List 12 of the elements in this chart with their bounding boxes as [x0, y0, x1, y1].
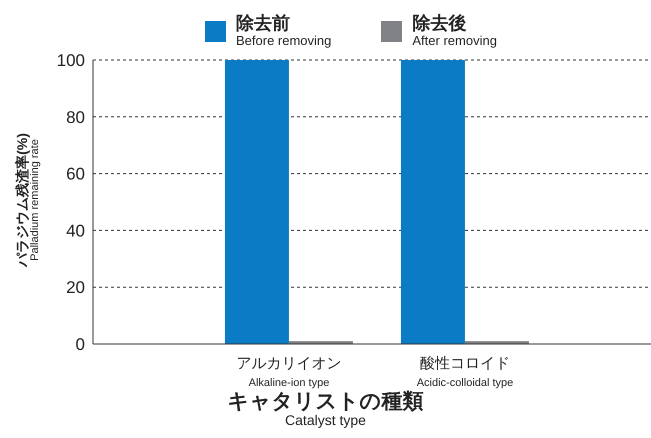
y-tick-label: 60 [66, 164, 85, 184]
legend-label: 除去前 Before removing [236, 13, 332, 48]
y-tick-label: 100 [56, 51, 85, 70]
x-tick-label: 酸性コロイド Acidic-colloidal type [416, 355, 514, 389]
y-tick-label: 80 [66, 108, 85, 127]
x-axis-title: キャタリストの種類 Catalyst type [226, 390, 424, 428]
legend-label: 除去後 After removing [412, 13, 497, 48]
x-tick-label: アルカリイオン Alkaline-ion type [236, 355, 342, 389]
y-tick-label: 0 [76, 335, 85, 354]
y-axis-title: パラジウム残渣率(%) Palladium remaining rate [14, 133, 42, 267]
y-tick-label: 40 [66, 221, 85, 240]
y-tick-label: 20 [66, 278, 85, 298]
